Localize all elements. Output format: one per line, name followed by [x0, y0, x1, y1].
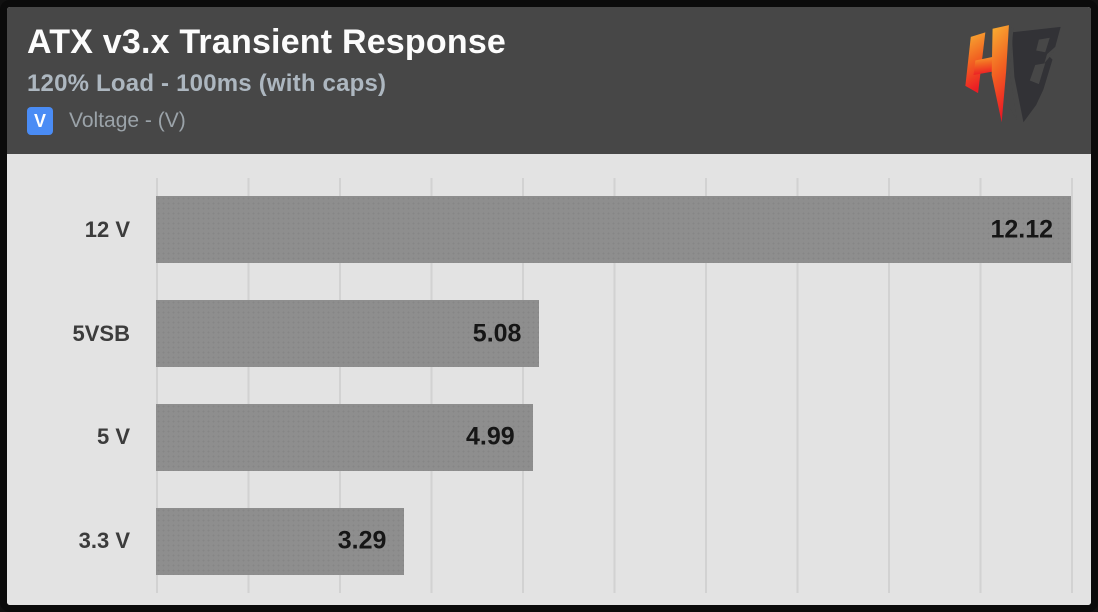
legend-label: Voltage - (V): [69, 109, 186, 133]
value-bar: 3.29: [156, 507, 405, 575]
value-label: 4.99: [466, 422, 515, 451]
value-label: 12.12: [990, 215, 1053, 244]
category-label: 12 V: [84, 216, 130, 242]
chart-plot-area: 12 V 12.12 5VSB 5.08 5 V 4.99 3.3 V 3.29: [7, 154, 1091, 605]
bar-row: 5 V 4.99: [97, 386, 1071, 490]
chart-subtitle: 120% Load - 100ms (with caps): [27, 70, 387, 98]
value-bar: 5.08: [156, 300, 540, 368]
bar-chart: 12 V 12.12 5VSB 5.08 5 V 4.99 3.3 V 3.29: [73, 178, 1073, 593]
bar-row: 12 V 12.12: [85, 178, 1071, 282]
category-label: 5VSB: [72, 320, 130, 346]
value-bar: 12.12: [156, 196, 1071, 264]
value-bar: 4.99: [156, 403, 533, 471]
legend: V Voltage - (V): [27, 107, 1071, 136]
category-label: 5 V: [96, 424, 130, 450]
hardware-busters-logo-icon: [965, 25, 1061, 123]
category-label: 3.3 V: [78, 528, 130, 554]
bar-row: 5VSB 5.08: [73, 282, 1071, 386]
page-title: ATX v3.x Transient Response: [27, 23, 507, 61]
value-label: 3.29: [337, 526, 387, 555]
legend-voltage-badge: V: [27, 107, 53, 136]
chart-header: ATX v3.x Transient Response 120% Load - …: [7, 7, 1091, 154]
bar-row: 3.3 V 3.29: [79, 489, 1071, 593]
value-label: 5.08: [472, 319, 522, 348]
